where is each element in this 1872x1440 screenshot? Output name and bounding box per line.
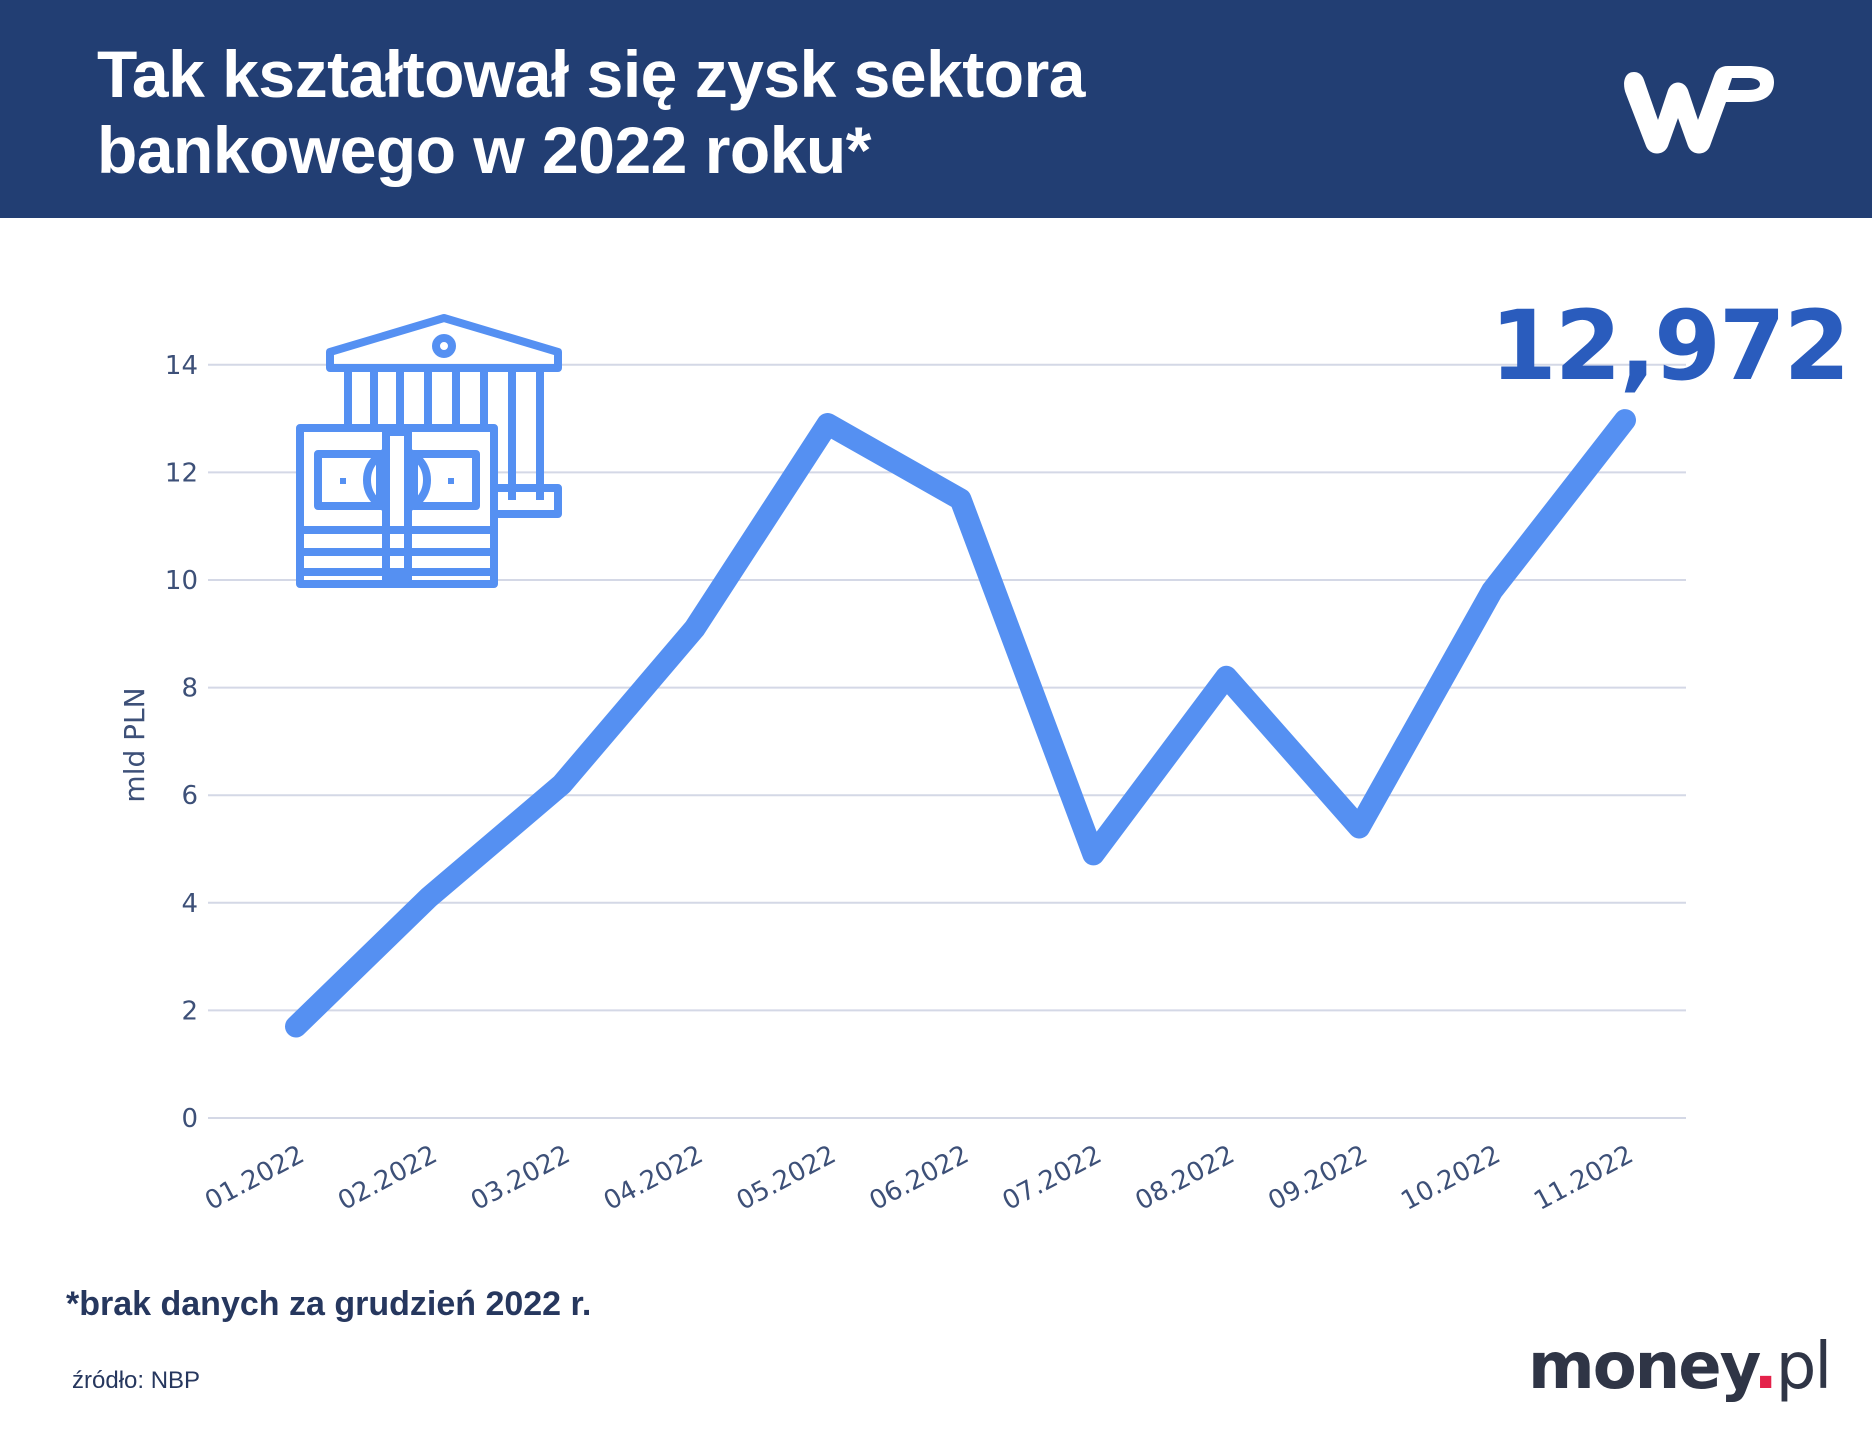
- source-note: źródło: NBP: [72, 1367, 201, 1394]
- brand-dot: .: [1753, 1330, 1777, 1404]
- latest-value-annotation: 12,972: [1490, 290, 1850, 402]
- bank-with-money-icon: [296, 314, 562, 588]
- y-tick-label: 10: [165, 566, 198, 596]
- x-tick-label: 05.2022: [732, 1140, 841, 1217]
- y-tick-label: 0: [181, 1104, 198, 1134]
- x-tick-label: 09.2022: [1263, 1140, 1372, 1217]
- x-tick-label: 08.2022: [1131, 1140, 1240, 1217]
- y-tick-label: 6: [181, 781, 198, 811]
- y-tick-label: 12: [165, 458, 198, 488]
- page-title: Tak kształtował się zysk sektora bankowe…: [97, 36, 1085, 188]
- x-tick-label: 01.2022: [200, 1140, 309, 1217]
- x-tick-label: 04.2022: [599, 1140, 708, 1217]
- y-axis-ticks: 0 2 4 6 8 10 12 14: [165, 351, 198, 1134]
- x-tick-label: 06.2022: [865, 1140, 974, 1217]
- y-axis-label: mld PLN: [118, 687, 151, 802]
- brand-suffix: pl: [1775, 1330, 1832, 1404]
- wp-logo-icon: [1624, 66, 1774, 154]
- series-line: [285, 409, 1636, 1038]
- x-tick-label: 03.2022: [466, 1140, 575, 1217]
- x-tick-label: 07.2022: [998, 1140, 1107, 1217]
- title-line-2: bankowego w 2022 roku*: [97, 113, 871, 187]
- y-tick-label: 4: [181, 889, 198, 919]
- x-tick-label: 02.2022: [333, 1140, 442, 1217]
- x-tick-label: 11.2022: [1529, 1140, 1638, 1217]
- y-tick-label: 2: [181, 996, 198, 1026]
- y-tick-label: 8: [181, 674, 198, 704]
- y-tick-label: 14: [165, 351, 198, 381]
- header-banner: Tak kształtował się zysk sektora bankowe…: [0, 0, 1872, 218]
- x-tick-label: 10.2022: [1396, 1140, 1505, 1217]
- title-line-1: Tak kształtował się zysk sektora: [97, 37, 1085, 111]
- brand-main: money: [1528, 1330, 1755, 1404]
- footnote: *brak danych za grudzień 2022 r.: [66, 1285, 592, 1323]
- x-axis-ticks: 01.2022 02.2022 03.2022 04.2022 05.2022 06.20…: [200, 1140, 1638, 1217]
- money-pl-logo: money.pl: [1528, 1330, 1832, 1404]
